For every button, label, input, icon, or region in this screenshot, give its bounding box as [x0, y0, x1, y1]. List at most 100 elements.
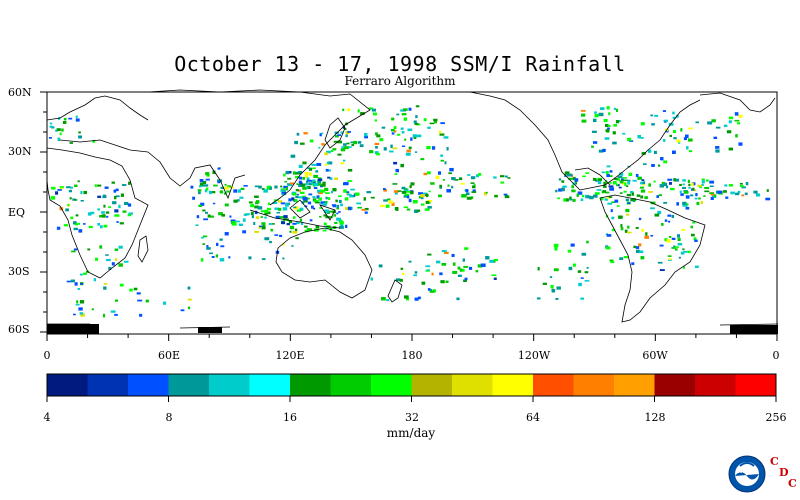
- rain-pixel: [406, 195, 410, 199]
- rain-pixel: [613, 123, 617, 127]
- rain-pixel: [414, 209, 419, 213]
- rain-pixel: [739, 183, 743, 185]
- rain-pixel: [635, 226, 639, 229]
- rain-pixel: [374, 119, 377, 122]
- rain-pixel: [470, 182, 475, 184]
- rain-pixel: [722, 190, 727, 193]
- colorbar-swatch: [290, 374, 331, 396]
- rain-pixel: [409, 185, 412, 189]
- rain-pixel: [307, 167, 311, 170]
- rain-pixel: [67, 204, 70, 207]
- rain-pixel: [682, 266, 686, 269]
- rain-pixel: [420, 196, 424, 200]
- rain-pixel: [198, 191, 201, 195]
- rain-pixel: [632, 179, 637, 182]
- rain-pixel: [302, 161, 307, 165]
- rain-pixel: [607, 202, 613, 205]
- cdc-letter-3: C: [788, 477, 797, 490]
- rain-pixel: [187, 286, 191, 290]
- rain-pixel: [204, 189, 208, 193]
- rain-pixel: [226, 190, 230, 193]
- rain-pixel: [436, 260, 441, 264]
- rain-pixel: [370, 277, 374, 281]
- rain-pixel: [414, 151, 418, 153]
- rain-pixel: [734, 119, 740, 122]
- rain-pixel: [336, 212, 339, 215]
- lon-label-120w: 120W: [517, 349, 551, 362]
- rain-pixel: [72, 198, 76, 201]
- rain-pixel: [663, 201, 668, 204]
- rain-pixel: [319, 133, 322, 137]
- rain-pixel: [659, 244, 664, 247]
- rain-pixel: [463, 279, 467, 282]
- rain-pixel: [425, 265, 431, 268]
- colorbar-swatch: [614, 374, 655, 396]
- rain-pixel: [682, 204, 688, 207]
- rain-pixel: [274, 185, 278, 189]
- rain-pixel: [75, 118, 80, 122]
- rain-pixel: [682, 248, 685, 251]
- rain-pixel: [609, 170, 613, 173]
- rain-pixel: [337, 153, 342, 156]
- rain-pixel: [312, 196, 316, 198]
- rain-pixel: [298, 196, 303, 199]
- rain-pixel: [648, 191, 653, 193]
- rain-pixel: [612, 181, 617, 185]
- rain-pixel: [475, 174, 480, 178]
- rain-pixel: [653, 180, 656, 183]
- rain-pixel: [423, 172, 428, 176]
- rain-pixel: [683, 190, 689, 194]
- rain-pixel: [219, 258, 225, 262]
- rain-pixel: [431, 146, 436, 150]
- rain-pixel: [389, 150, 394, 153]
- rain-pixel: [393, 161, 398, 165]
- rain-pixel: [607, 175, 613, 178]
- rain-pixel: [564, 171, 570, 175]
- rain-pixel: [395, 168, 400, 173]
- rain-pixel: [697, 184, 703, 187]
- rain-pixel: [572, 176, 576, 181]
- rain-pixel: [598, 112, 604, 117]
- rain-pixel: [581, 252, 587, 256]
- rain-pixel: [765, 197, 771, 201]
- rain-pixel: [258, 185, 262, 189]
- rain-pixel: [346, 108, 351, 112]
- rain-pixel: [408, 198, 412, 203]
- rain-pixel: [224, 183, 227, 186]
- rain-pixel: [334, 221, 338, 224]
- rain-pixel: [589, 196, 594, 200]
- rain-pixel: [105, 254, 109, 256]
- rain-pixel: [302, 196, 308, 201]
- rain-pixel: [259, 225, 265, 228]
- rain-pixel: [309, 219, 313, 222]
- rain-pixel: [635, 249, 640, 254]
- rain-pixel: [673, 137, 677, 140]
- rain-pixel: [292, 231, 298, 234]
- rain-pixel: [628, 172, 633, 177]
- rain-pixel: [254, 185, 260, 188]
- rain-pixel: [266, 186, 271, 190]
- rain-pixel: [224, 186, 230, 190]
- rain-pixel: [291, 245, 294, 247]
- rain-pixel: [680, 193, 684, 196]
- rain-pixel: [380, 204, 385, 208]
- rain-pixel: [654, 213, 660, 217]
- rain-pixel: [340, 223, 344, 227]
- rain-pixel: [280, 202, 286, 205]
- rain-pixel: [507, 177, 511, 179]
- rain-pixel: [66, 186, 71, 189]
- rain-pixel: [101, 211, 105, 214]
- rain-pixel: [475, 270, 479, 273]
- lat-label-30s: 30S: [8, 265, 30, 278]
- colorbar-swatch: [695, 374, 736, 396]
- rain-pixel: [345, 134, 348, 138]
- rain-pixel: [662, 110, 667, 112]
- rain-pixel: [640, 256, 645, 260]
- rain-pixel: [163, 301, 167, 305]
- rain-pixel: [463, 265, 469, 268]
- rain-pixel: [425, 193, 429, 198]
- rain-pixel: [401, 190, 407, 194]
- rain-pixel: [103, 286, 107, 290]
- rain-pixel: [400, 109, 404, 112]
- rain-pixel: [261, 258, 266, 261]
